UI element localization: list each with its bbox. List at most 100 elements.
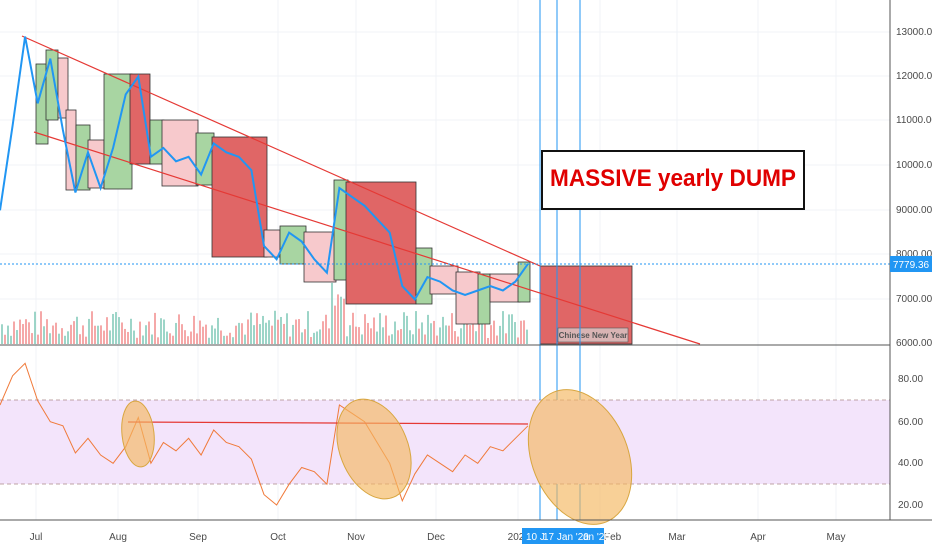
volume-bar — [331, 282, 333, 344]
highlight-ellipse — [121, 400, 155, 468]
range-box — [45, 49, 59, 121]
volume-bar — [373, 317, 375, 344]
volume-bar — [253, 325, 255, 344]
volume-bar — [109, 330, 111, 344]
volume-bar — [259, 324, 261, 344]
volume-bars — [1, 282, 528, 344]
volume-bar — [310, 337, 312, 344]
volume-bar — [157, 337, 159, 344]
volume-bar — [76, 316, 78, 344]
volume-bar — [25, 319, 27, 344]
volume-bar — [364, 314, 366, 344]
volume-bar — [358, 327, 360, 344]
volume-bar — [370, 328, 372, 344]
time-tick: Mar — [668, 532, 686, 543]
volume-bar — [328, 328, 330, 344]
last-price-tag: 7779.36 — [890, 256, 932, 272]
time-tick: Sep — [189, 532, 207, 543]
volume-bar — [163, 319, 165, 344]
highlight-ellipse — [336, 398, 412, 500]
time-tick: Apr — [750, 532, 766, 543]
volume-bar — [262, 315, 264, 344]
volume-bar — [268, 320, 270, 344]
volume-bar — [124, 328, 126, 344]
range-box — [455, 271, 481, 325]
price-tick: 9000.00 — [896, 205, 932, 216]
volume-bar — [307, 311, 309, 344]
volume-bar — [511, 314, 513, 344]
volume-bar — [175, 322, 177, 344]
volume-bar — [406, 315, 408, 344]
trend-line-lower — [33, 131, 701, 345]
volume-bar — [349, 325, 351, 344]
time-tick: Feb — [604, 532, 622, 543]
volume-bar — [292, 324, 294, 344]
volume-bar — [13, 321, 15, 344]
volume-bar — [520, 320, 522, 344]
volume-bar — [211, 325, 213, 344]
rsi-axis: 80.00 60.00 40.00 20.00 — [898, 374, 923, 511]
volume-bar — [430, 323, 432, 344]
time-tick: 202 — [508, 532, 525, 543]
price-tick: 13000.00 — [896, 27, 932, 38]
volume-bar — [106, 317, 108, 344]
volume-bar — [400, 329, 402, 344]
volume-bar — [214, 328, 216, 344]
volume-bar — [487, 337, 489, 344]
volume-bar — [172, 335, 174, 344]
rsi-level-line — [127, 421, 529, 425]
volume-bar — [235, 325, 237, 344]
volume-bar — [34, 311, 36, 344]
price-tick: 8000.00 — [896, 249, 932, 260]
volume-bar — [121, 322, 123, 344]
time-tick: Jul — [30, 532, 43, 543]
volume-bar — [283, 323, 285, 344]
volume-bar — [421, 322, 423, 344]
time-axis: Jul Aug Sep Oct Nov Dec 202 Feb Mar Apr … — [30, 532, 846, 543]
volume-bar — [169, 333, 171, 344]
volume-bar — [196, 333, 198, 344]
volume-bar — [118, 317, 120, 344]
highlight-ellipse — [527, 389, 633, 525]
volume-bar — [103, 330, 105, 344]
volume-bar — [202, 326, 204, 344]
volume-bar — [343, 298, 345, 344]
volume-bar — [334, 305, 336, 344]
volume-bar — [388, 335, 390, 344]
volume-bar — [208, 337, 210, 344]
volume-bar — [40, 311, 42, 344]
trend-channel — [21, 35, 701, 345]
volume-bar — [394, 321, 396, 344]
volume-bar — [232, 337, 234, 344]
volume-bar — [508, 314, 510, 344]
last-price-text: 7779.36 — [893, 260, 930, 271]
volume-bar — [346, 336, 348, 344]
volume-bar — [145, 325, 147, 344]
volume-bar — [379, 313, 381, 344]
volume-bar — [229, 332, 231, 344]
volume-bar — [223, 335, 225, 344]
volume-bar — [367, 322, 369, 344]
volume-bar — [355, 326, 357, 344]
volume-bar — [97, 325, 99, 344]
volume-bar — [85, 336, 87, 344]
volume-bar — [160, 318, 162, 344]
volume-bar — [484, 324, 486, 344]
volume-bar — [43, 326, 45, 344]
volume-bar — [409, 330, 411, 344]
rsi-panel — [0, 362, 890, 525]
volume-bar — [514, 322, 516, 344]
range-box — [195, 132, 215, 186]
volume-bar — [322, 321, 324, 344]
volume-bar — [460, 328, 462, 344]
volume-bar — [412, 334, 414, 344]
volume-bar — [238, 322, 240, 344]
volume-bar — [397, 330, 399, 344]
volume-bar — [70, 324, 72, 344]
volume-bar — [22, 324, 24, 344]
volume-bar — [445, 325, 447, 344]
volume-bar — [280, 316, 282, 344]
volume-bar — [52, 325, 54, 344]
volume-bar — [133, 330, 135, 344]
